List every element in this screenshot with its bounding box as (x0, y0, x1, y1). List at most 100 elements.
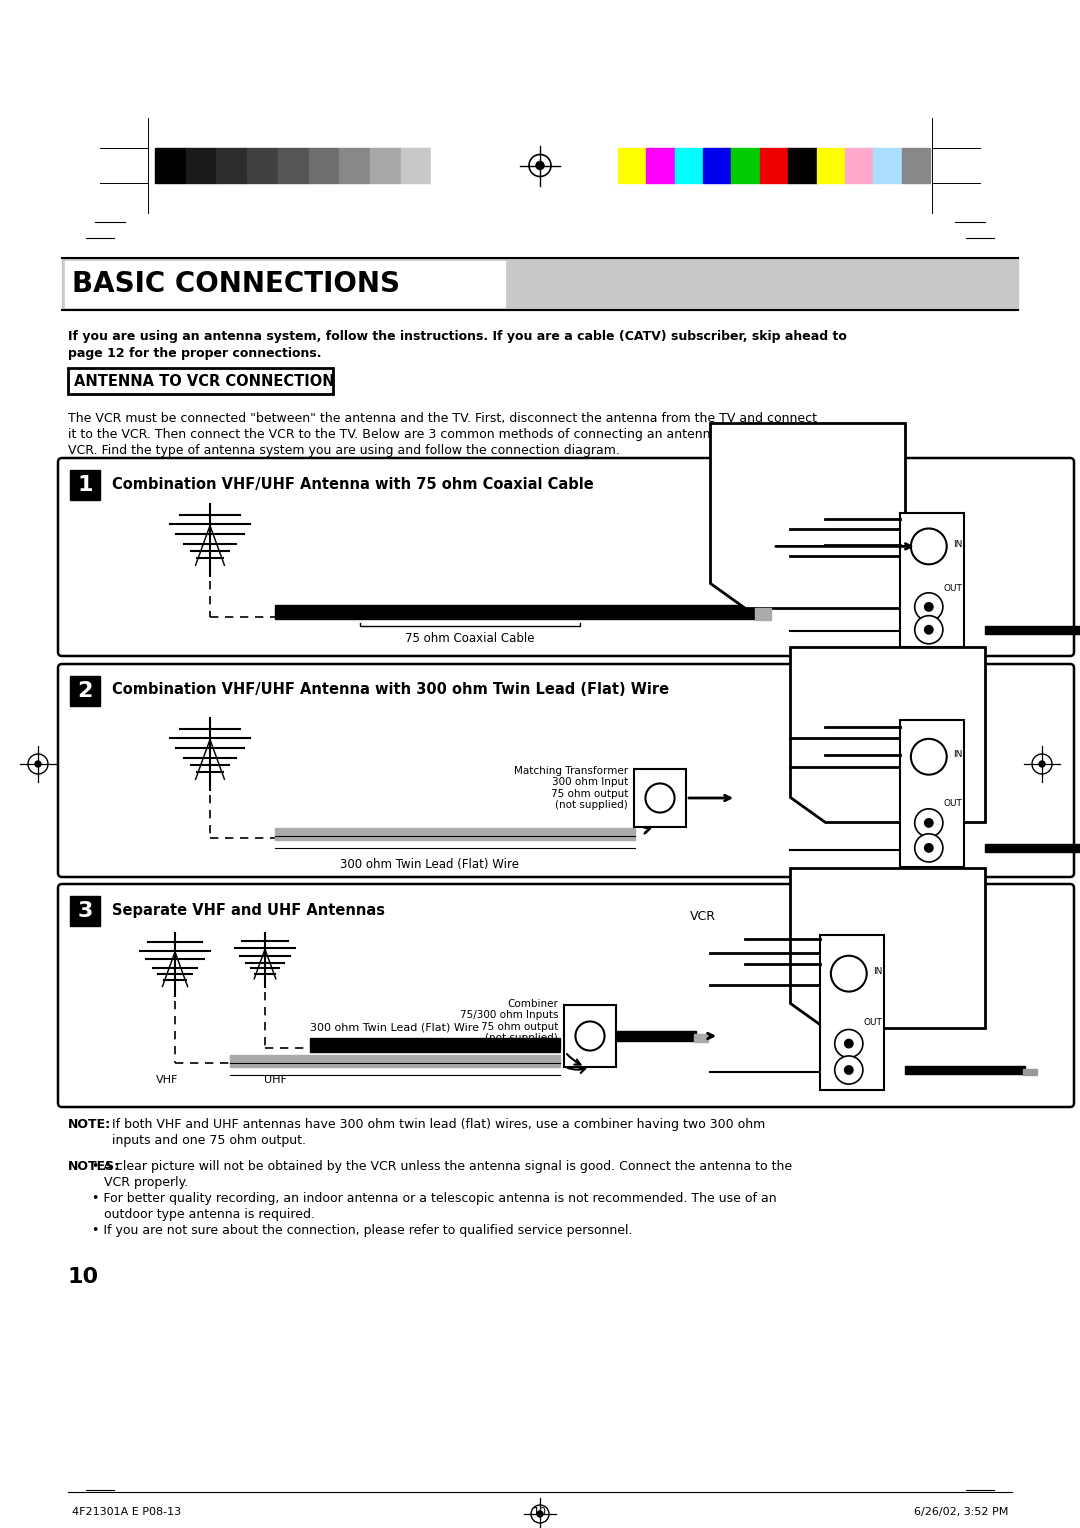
Bar (816, 148, 845, 183)
Circle shape (915, 834, 943, 862)
Bar (564, 1005, 616, 1067)
Text: If you are using an antenna system, follow the instructions. If you are a cable : If you are using an antenna system, foll… (68, 330, 847, 342)
Text: Combination VHF/UHF Antenna with 300 ohm Twin Lead (Flat) Wire: Combination VHF/UHF Antenna with 300 ohm… (112, 683, 670, 697)
Bar (618, 148, 646, 183)
Circle shape (923, 602, 934, 611)
Text: If both VHF and UHF antennas have 300 ohm twin lead (flat) wires, use a combiner: If both VHF and UHF antennas have 300 oh… (108, 1118, 766, 1131)
Text: Matching Transformer
300 ohm Input
75 ohm output
(not supplied): Matching Transformer 300 ohm Input 75 oh… (514, 766, 627, 810)
Bar (985, 843, 1080, 853)
Circle shape (831, 955, 867, 992)
Circle shape (915, 808, 943, 837)
Text: NOTE:: NOTE: (68, 1118, 111, 1131)
Polygon shape (789, 868, 985, 1028)
FancyBboxPatch shape (58, 885, 1074, 1106)
Circle shape (35, 761, 41, 767)
Bar (616, 1031, 696, 1041)
Bar (788, 148, 816, 183)
Circle shape (1039, 761, 1045, 767)
Bar (68, 368, 333, 394)
Circle shape (915, 593, 943, 620)
Bar (230, 1054, 561, 1067)
Circle shape (910, 740, 947, 775)
Text: Separate VHF and UHF Antennas: Separate VHF and UHF Antennas (112, 903, 384, 917)
Bar (275, 605, 755, 619)
Bar (900, 513, 964, 648)
Bar (985, 626, 1080, 634)
Text: BASIC CONNECTIONS: BASIC CONNECTIONS (72, 270, 400, 298)
Bar (760, 148, 788, 183)
FancyBboxPatch shape (58, 665, 1074, 877)
Bar (845, 148, 874, 183)
Bar (634, 769, 686, 827)
Bar (731, 148, 760, 183)
Bar (820, 935, 885, 1089)
Text: Combiner
75/300 ohm Inputs
75 ohm output
(not supplied): Combiner 75/300 ohm Inputs 75 ohm output… (459, 999, 558, 1044)
Bar (401, 148, 431, 183)
Text: 75 ohm Coaxial Cable: 75 ohm Coaxial Cable (324, 1044, 446, 1053)
Bar (70, 895, 100, 926)
Text: 6/26/02, 3:52 PM: 6/26/02, 3:52 PM (914, 1507, 1008, 1517)
Circle shape (646, 784, 675, 813)
Text: 300 ohm Twin Lead (Flat) Wire: 300 ohm Twin Lead (Flat) Wire (340, 859, 519, 871)
Circle shape (910, 529, 947, 564)
Text: UHF: UHF (264, 1076, 286, 1085)
FancyBboxPatch shape (58, 458, 1074, 656)
Text: IN: IN (953, 750, 962, 759)
Circle shape (923, 625, 934, 634)
Circle shape (835, 1056, 863, 1083)
Bar (646, 148, 675, 183)
Polygon shape (710, 423, 905, 608)
Bar (874, 148, 902, 183)
Circle shape (923, 843, 934, 853)
Bar (755, 608, 771, 620)
Bar (431, 148, 462, 183)
Text: IN: IN (873, 967, 882, 976)
Bar (186, 148, 216, 183)
Bar (905, 1067, 1025, 1074)
Bar (216, 148, 247, 183)
Text: page 12 for the proper connections.: page 12 for the proper connections. (68, 347, 322, 361)
Text: VCR. Find the type of antenna system you are using and follow the connection dia: VCR. Find the type of antenna system you… (68, 445, 620, 457)
Text: • A clear picture will not be obtained by the VCR unless the antenna signal is g: • A clear picture will not be obtained b… (92, 1160, 792, 1174)
Bar (278, 148, 309, 183)
Bar (65, 261, 505, 307)
Bar (675, 148, 703, 183)
Text: 3: 3 (78, 902, 93, 921)
Circle shape (915, 616, 943, 643)
Circle shape (923, 817, 934, 828)
Text: 300 ohm Twin Lead (Flat) Wire: 300 ohm Twin Lead (Flat) Wire (311, 1024, 480, 1033)
Text: Combination VHF/UHF Antenna with 75 ohm Coaxial Cable: Combination VHF/UHF Antenna with 75 ohm … (112, 477, 594, 492)
Text: 75 ohm Coaxial Cable: 75 ohm Coaxial Cable (405, 633, 535, 645)
Text: VCR properly.: VCR properly. (92, 1177, 188, 1189)
Circle shape (835, 1030, 863, 1057)
Text: • If you are not sure about the connection, please refer to qualified service pe: • If you are not sure about the connecti… (92, 1224, 633, 1238)
Text: VHF: VHF (156, 1076, 178, 1085)
Text: • For better quality recording, an indoor antenna or a telescopic antenna is not: • For better quality recording, an indoo… (92, 1192, 777, 1206)
Bar (900, 720, 964, 866)
Bar (70, 471, 100, 500)
Text: inputs and one 75 ohm output.: inputs and one 75 ohm output. (68, 1134, 306, 1148)
Bar (369, 148, 401, 183)
Text: ANTENNA TO VCR CONNECTION: ANTENNA TO VCR CONNECTION (75, 373, 335, 388)
Text: it to the VCR. Then connect the VCR to the TV. Below are 3 common methods of con: it to the VCR. Then connect the VCR to t… (68, 428, 796, 442)
Text: 4F21301A E P08-13: 4F21301A E P08-13 (72, 1507, 181, 1517)
Circle shape (536, 162, 544, 170)
Bar (902, 148, 930, 183)
Text: NOTES:: NOTES: (68, 1160, 120, 1174)
Text: outdoor type antenna is required.: outdoor type antenna is required. (92, 1209, 315, 1221)
Bar (275, 828, 635, 840)
Text: OUT: OUT (863, 1019, 882, 1027)
Bar (309, 148, 339, 183)
Text: OUT: OUT (943, 799, 962, 808)
Circle shape (843, 1065, 853, 1074)
Bar (310, 1038, 561, 1051)
Bar (70, 675, 100, 706)
Circle shape (537, 1511, 543, 1517)
Text: 2: 2 (78, 681, 93, 701)
Bar (247, 148, 278, 183)
Circle shape (843, 1039, 853, 1048)
Bar (1023, 1070, 1037, 1076)
Text: The VCR must be connected "between" the antenna and the TV. First, disconnect th: The VCR must be connected "between" the … (68, 413, 816, 425)
Text: VCR: VCR (690, 911, 716, 923)
Text: IN: IN (953, 539, 962, 549)
